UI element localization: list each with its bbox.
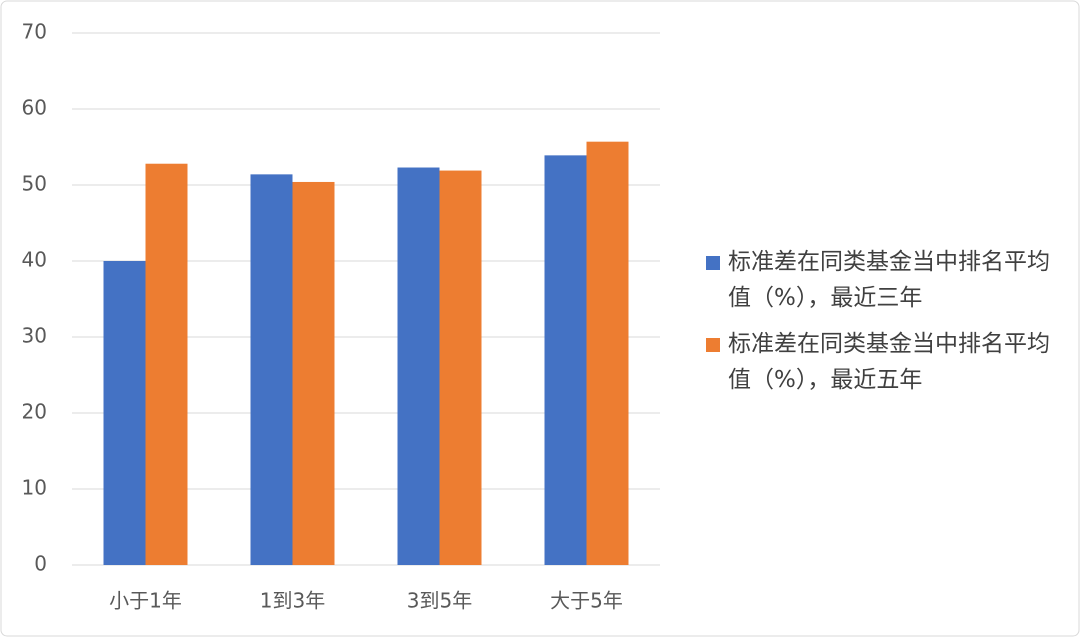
- y-tick-label: 60: [22, 96, 47, 120]
- bar: [439, 170, 482, 565]
- bar: [397, 167, 440, 565]
- x-tick-label: 3到5年: [407, 589, 472, 613]
- bar: [586, 141, 629, 565]
- y-tick-label: 0: [34, 552, 47, 576]
- y-tick-label: 70: [22, 20, 47, 44]
- legend-item: 标准差在同类基金当中排名平均值（%），最近五年: [706, 326, 1050, 398]
- y-tick-label: 10: [22, 476, 47, 500]
- bar: [145, 163, 188, 565]
- legend-swatch: [706, 256, 720, 270]
- bar: [292, 181, 335, 565]
- legend-swatch: [706, 338, 720, 352]
- legend-label: 标准差在同类基金当中排名平均值（%），最近三年: [728, 249, 1050, 311]
- bar: [103, 261, 146, 565]
- legend-item: 标准差在同类基金当中排名平均值（%），最近三年: [706, 244, 1050, 316]
- y-tick-label: 50: [22, 172, 47, 196]
- y-tick-label: 20: [22, 400, 47, 424]
- bar: [250, 174, 293, 566]
- y-tick-label: 30: [22, 324, 47, 348]
- x-tick-label: 小于1年: [109, 589, 182, 613]
- legend: 标准差在同类基金当中排名平均值（%），最近三年 标准差在同类基金当中排名平均值（%…: [706, 244, 1056, 408]
- x-tick-label: 大于5年: [550, 589, 623, 613]
- bar: [544, 155, 587, 566]
- x-tick-label: 1到3年: [260, 589, 325, 613]
- legend-label: 标准差在同类基金当中排名平均值（%），最近五年: [728, 331, 1050, 393]
- y-tick-label: 40: [22, 248, 47, 272]
